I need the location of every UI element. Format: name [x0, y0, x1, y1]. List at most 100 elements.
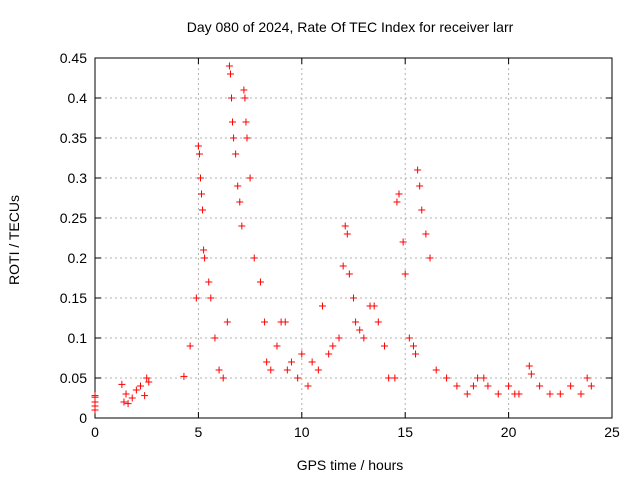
- data-point: [287, 358, 295, 366]
- y-tick-label: 0.4: [68, 90, 88, 106]
- y-tick-label: 0.3: [68, 170, 88, 186]
- x-tick-label: 0: [91, 424, 99, 440]
- data-point: [416, 182, 424, 190]
- y-tick-label: 0.05: [60, 370, 87, 386]
- data-point: [298, 350, 306, 358]
- data-point: [226, 70, 234, 78]
- data-point: [343, 230, 351, 238]
- data-point: [474, 374, 482, 382]
- data-point: [136, 382, 144, 390]
- data-point: [418, 206, 426, 214]
- data-point: [391, 374, 399, 382]
- data-point: [128, 394, 136, 402]
- data-point: [256, 278, 264, 286]
- data-point: [261, 318, 269, 326]
- plot-frame: [94, 57, 613, 419]
- data-point: [393, 198, 401, 206]
- data-point: [567, 382, 575, 390]
- data-point: [283, 366, 291, 374]
- axis-ticks: 0 5 10 15 20 25 0 0.05 0.1 0.15 0.2 0.25 0.3 0.35 0.4 0…: [60, 50, 620, 440]
- data-point: [335, 334, 343, 342]
- data-point: [200, 246, 208, 254]
- data-point: [201, 254, 209, 262]
- data-point: [339, 262, 347, 270]
- data-point: [241, 94, 249, 102]
- data-point: [180, 372, 188, 380]
- data-point: [232, 150, 240, 158]
- data-point: [395, 190, 403, 198]
- data-point: [91, 406, 99, 414]
- data-point: [243, 134, 251, 142]
- data-point: [329, 342, 337, 350]
- data-point: [525, 362, 533, 370]
- data-point: [422, 230, 430, 238]
- data-point: [412, 350, 420, 358]
- data-point: [118, 380, 126, 388]
- data-point: [246, 174, 254, 182]
- x-tick-label: 5: [195, 424, 203, 440]
- data-point: [385, 374, 393, 382]
- data-point: [273, 342, 281, 350]
- data-point: [345, 270, 353, 278]
- data-point: [196, 174, 204, 182]
- data-point: [223, 318, 231, 326]
- y-tick-label: 0.25: [60, 210, 87, 226]
- data-point: [294, 374, 302, 382]
- y-tick-label: 0.45: [60, 50, 87, 66]
- data-point: [381, 342, 389, 350]
- data-point: [225, 62, 233, 70]
- data-point: [229, 118, 237, 126]
- data-point: [399, 238, 407, 246]
- data-point: [122, 390, 130, 398]
- data-point: [505, 382, 513, 390]
- data-point: [263, 358, 271, 366]
- y-tick-label: 0.1: [68, 330, 88, 346]
- data-point: [469, 382, 477, 390]
- y-tick-label: 0.2: [68, 250, 88, 266]
- data-point: [546, 390, 554, 398]
- data-point: [352, 318, 360, 326]
- data-point: [207, 294, 215, 302]
- data-point: [536, 382, 544, 390]
- data-point: [242, 118, 250, 126]
- data-point: [556, 390, 564, 398]
- data-point: [192, 294, 200, 302]
- data-point: [132, 386, 140, 394]
- data-point: [356, 326, 364, 334]
- data-point: [484, 382, 492, 390]
- data-point: [304, 382, 312, 390]
- x-tick-label: 10: [294, 424, 310, 440]
- x-tick-label: 25: [604, 424, 620, 440]
- data-point: [267, 366, 275, 374]
- data-point: [211, 334, 219, 342]
- data-point: [227, 94, 235, 102]
- data-point: [405, 334, 413, 342]
- data-point: [414, 166, 422, 174]
- data-point: [515, 390, 523, 398]
- grid-lines: [95, 58, 612, 418]
- data-point: [360, 334, 368, 342]
- data-point: [350, 294, 357, 302]
- chart-title: Day 080 of 2024, Rate Of TEC Index for r…: [187, 19, 514, 35]
- data-point: [91, 392, 99, 400]
- y-axis-label: ROTI / TECUs: [6, 195, 22, 285]
- data-points: [91, 62, 595, 414]
- data-point: [583, 374, 591, 382]
- data-point: [195, 150, 203, 158]
- data-point: [374, 318, 382, 326]
- data-point: [432, 366, 440, 374]
- data-point: [318, 302, 326, 310]
- data-point: [234, 182, 242, 190]
- x-tick-label: 20: [501, 424, 517, 440]
- y-tick-label: 0.15: [60, 290, 87, 306]
- data-point: [401, 270, 409, 278]
- data-point: [240, 86, 248, 94]
- data-point: [494, 390, 502, 398]
- y-tick-label: 0: [79, 410, 87, 426]
- data-point: [587, 382, 595, 390]
- data-point: [341, 222, 349, 230]
- data-point: [198, 190, 206, 198]
- data-point: [409, 342, 417, 350]
- data-point: [463, 390, 471, 398]
